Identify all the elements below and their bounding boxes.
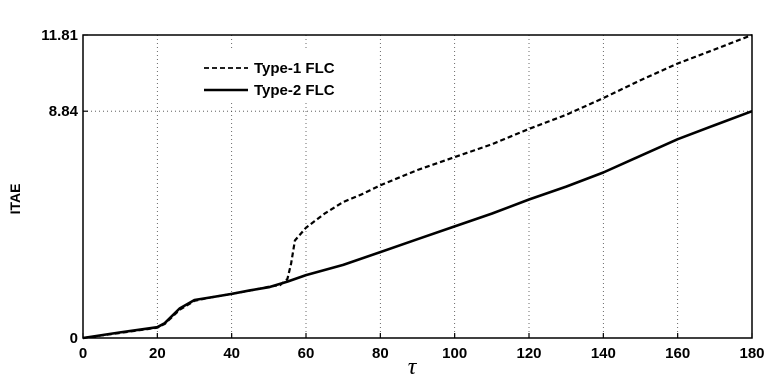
axes (82, 34, 753, 339)
x-tick-label: 40 (223, 345, 240, 362)
x-tick-label: 100 (442, 345, 467, 362)
series-lines (82, 33, 753, 340)
x-tick-label: 80 (372, 345, 389, 362)
tick-labels: 0 20 40 60 80 100 120 140 160 180 0 8.84 11.81 (41, 27, 764, 362)
plot-frame (82, 34, 753, 339)
legend-box (196, 50, 352, 102)
legend-label-type2: Type-2 FLC (254, 82, 335, 99)
series-line-type2-flc (82, 109, 753, 340)
y-tick-label: 8.84 (49, 103, 79, 120)
legend: Type-1 FLC Type-2 FLC (196, 50, 352, 102)
x-tick-label: 140 (591, 345, 616, 362)
x-tick-label: 20 (149, 345, 166, 362)
y-tick-label: 11.81 (41, 27, 78, 44)
x-tick-label: 180 (739, 345, 764, 362)
x-tick-label: 160 (665, 345, 690, 362)
x-tick-label: 0 (79, 345, 87, 362)
grid (83, 34, 752, 338)
x-tick-label: 60 (298, 345, 315, 362)
y-axis-label: ITAE (7, 184, 23, 215)
legend-label-type1: Type-1 FLC (254, 60, 335, 77)
y-tick-label: 0 (70, 330, 78, 347)
x-axis-label: τ (408, 354, 418, 380)
x-tick-label: 120 (516, 345, 541, 362)
series-line-type1-flc (82, 33, 753, 340)
